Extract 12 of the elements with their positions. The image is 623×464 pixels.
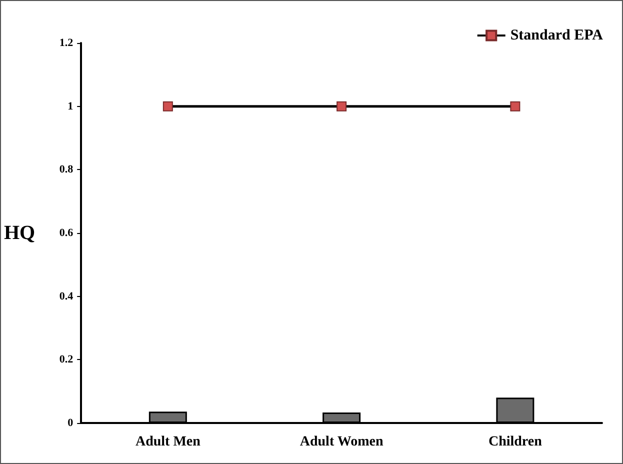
x-tick-label: Adult Women [300,434,384,450]
y-tick-label: 1.2 [59,37,74,49]
x-tick-label: Children [488,434,542,450]
legend-label: Standard EPA [510,28,604,44]
y-tick-label: 0.2 [59,354,74,366]
y-tick-label: 0.8 [59,164,74,176]
y-axis-title: HQ [4,222,36,244]
y-tick-label: 0.6 [59,227,74,239]
y-tick-label: 1 [68,100,74,112]
x-tick-label: Adult Men [135,434,201,450]
y-tick-label: 0 [68,417,74,429]
y-tick-label: 0.4 [59,290,74,302]
